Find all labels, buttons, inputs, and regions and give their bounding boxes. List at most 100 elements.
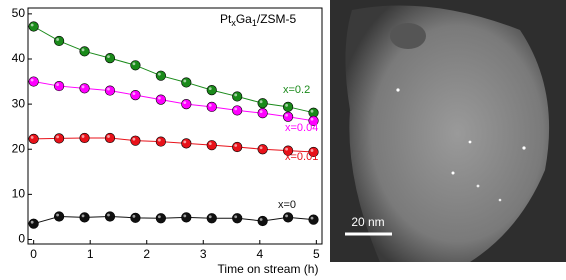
- data-point: [156, 95, 166, 105]
- point-highlight: [260, 218, 263, 221]
- data-point: [80, 213, 90, 223]
- data-point: [232, 92, 242, 102]
- x-tick-label: 4: [256, 247, 263, 261]
- point-highlight: [31, 24, 34, 27]
- series-line: [34, 138, 314, 152]
- data-point: [207, 213, 217, 223]
- x-tick-label: 3: [200, 247, 207, 261]
- point-highlight: [158, 215, 161, 218]
- point-highlight: [133, 92, 136, 95]
- point-highlight: [56, 38, 59, 41]
- data-point: [182, 139, 192, 149]
- y-tick-label: 30: [12, 96, 26, 110]
- point-highlight: [209, 215, 212, 218]
- data-point: [80, 84, 90, 94]
- figure: 20 nm Time on stream (h) PtxGa1/ZSM-5 0 1…: [0, 0, 566, 280]
- point-highlight: [133, 215, 136, 218]
- point-highlight: [183, 80, 186, 83]
- point-highlight: [209, 104, 212, 107]
- point-highlight: [260, 110, 263, 113]
- data-point: [29, 22, 39, 32]
- point-highlight: [158, 139, 161, 142]
- data-point: [232, 213, 242, 223]
- point-highlight: [56, 83, 59, 86]
- point-highlight: [82, 48, 85, 51]
- data-point: [54, 81, 64, 91]
- data-point: [105, 133, 115, 143]
- data-point: [207, 85, 217, 95]
- data-point: [156, 213, 166, 223]
- title-part: Pt: [220, 12, 232, 26]
- x-tick-label: 5: [313, 247, 320, 261]
- point-highlight: [183, 214, 186, 217]
- point-highlight: [82, 214, 85, 217]
- point-highlight: [234, 144, 237, 147]
- point-highlight: [31, 221, 34, 224]
- data-point: [258, 108, 268, 118]
- data-point: [232, 142, 242, 152]
- point-highlight: [234, 94, 237, 97]
- point-highlight: [260, 100, 263, 103]
- point-highlight: [107, 135, 110, 138]
- data-point: [29, 134, 39, 144]
- data-point: [54, 212, 64, 222]
- point-highlight: [107, 88, 110, 91]
- point-highlight: [107, 55, 110, 58]
- series-line: [34, 27, 314, 113]
- data-point: [105, 212, 115, 222]
- y-tick-label: 50: [12, 6, 26, 20]
- y-tick-label: 20: [12, 141, 26, 155]
- data-point: [80, 133, 90, 143]
- data-point: [232, 106, 242, 116]
- tem-image: 20 nm: [330, 0, 566, 262]
- data-point: [283, 102, 293, 112]
- series-line: [34, 82, 314, 121]
- y-tick-label: 10: [12, 187, 26, 201]
- point-highlight: [31, 136, 34, 139]
- data-point: [283, 213, 293, 223]
- data-point: [105, 86, 115, 96]
- point-highlight: [209, 142, 212, 145]
- chart-title: PtxGa1/ZSM-5: [220, 12, 297, 28]
- point-highlight: [234, 215, 237, 218]
- point-highlight: [209, 87, 212, 90]
- data-point: [54, 36, 64, 46]
- title-part: Ga: [236, 12, 252, 26]
- data-point: [131, 136, 141, 146]
- data-point: [182, 99, 192, 109]
- point-highlight: [133, 62, 136, 65]
- point-highlight: [260, 146, 263, 149]
- point-highlight: [311, 217, 314, 220]
- data-point: [105, 53, 115, 63]
- series-line: [34, 216, 314, 223]
- point-highlight: [107, 214, 110, 217]
- point-highlight: [82, 85, 85, 88]
- data-point: [131, 61, 141, 71]
- y-tick-label: 0: [18, 232, 25, 246]
- data-point: [156, 71, 166, 81]
- x-tick-label: 2: [143, 247, 150, 261]
- data-point: [258, 144, 268, 154]
- series-label: x=0.2: [283, 84, 310, 96]
- data-point: [182, 78, 192, 88]
- x-tick-label: 1: [87, 247, 94, 261]
- point-highlight: [311, 110, 314, 113]
- data-point: [207, 102, 217, 112]
- point-highlight: [56, 214, 59, 217]
- scale-bar-label: 20 nm: [351, 215, 384, 229]
- series-label: x=0: [278, 199, 296, 211]
- point-highlight: [158, 73, 161, 76]
- point-highlight: [158, 97, 161, 100]
- data-point: [29, 77, 39, 87]
- point-highlight: [183, 101, 186, 104]
- x-tick-label: 0: [30, 247, 37, 261]
- data-point: [80, 47, 90, 57]
- data-point: [156, 137, 166, 147]
- data-point: [283, 112, 293, 122]
- point-highlight: [56, 136, 59, 139]
- data-point: [258, 216, 268, 226]
- y-tick-label: 40: [12, 51, 26, 65]
- data-point: [29, 219, 39, 229]
- point-highlight: [285, 114, 288, 117]
- x-axis-label: Time on stream (h): [218, 262, 319, 276]
